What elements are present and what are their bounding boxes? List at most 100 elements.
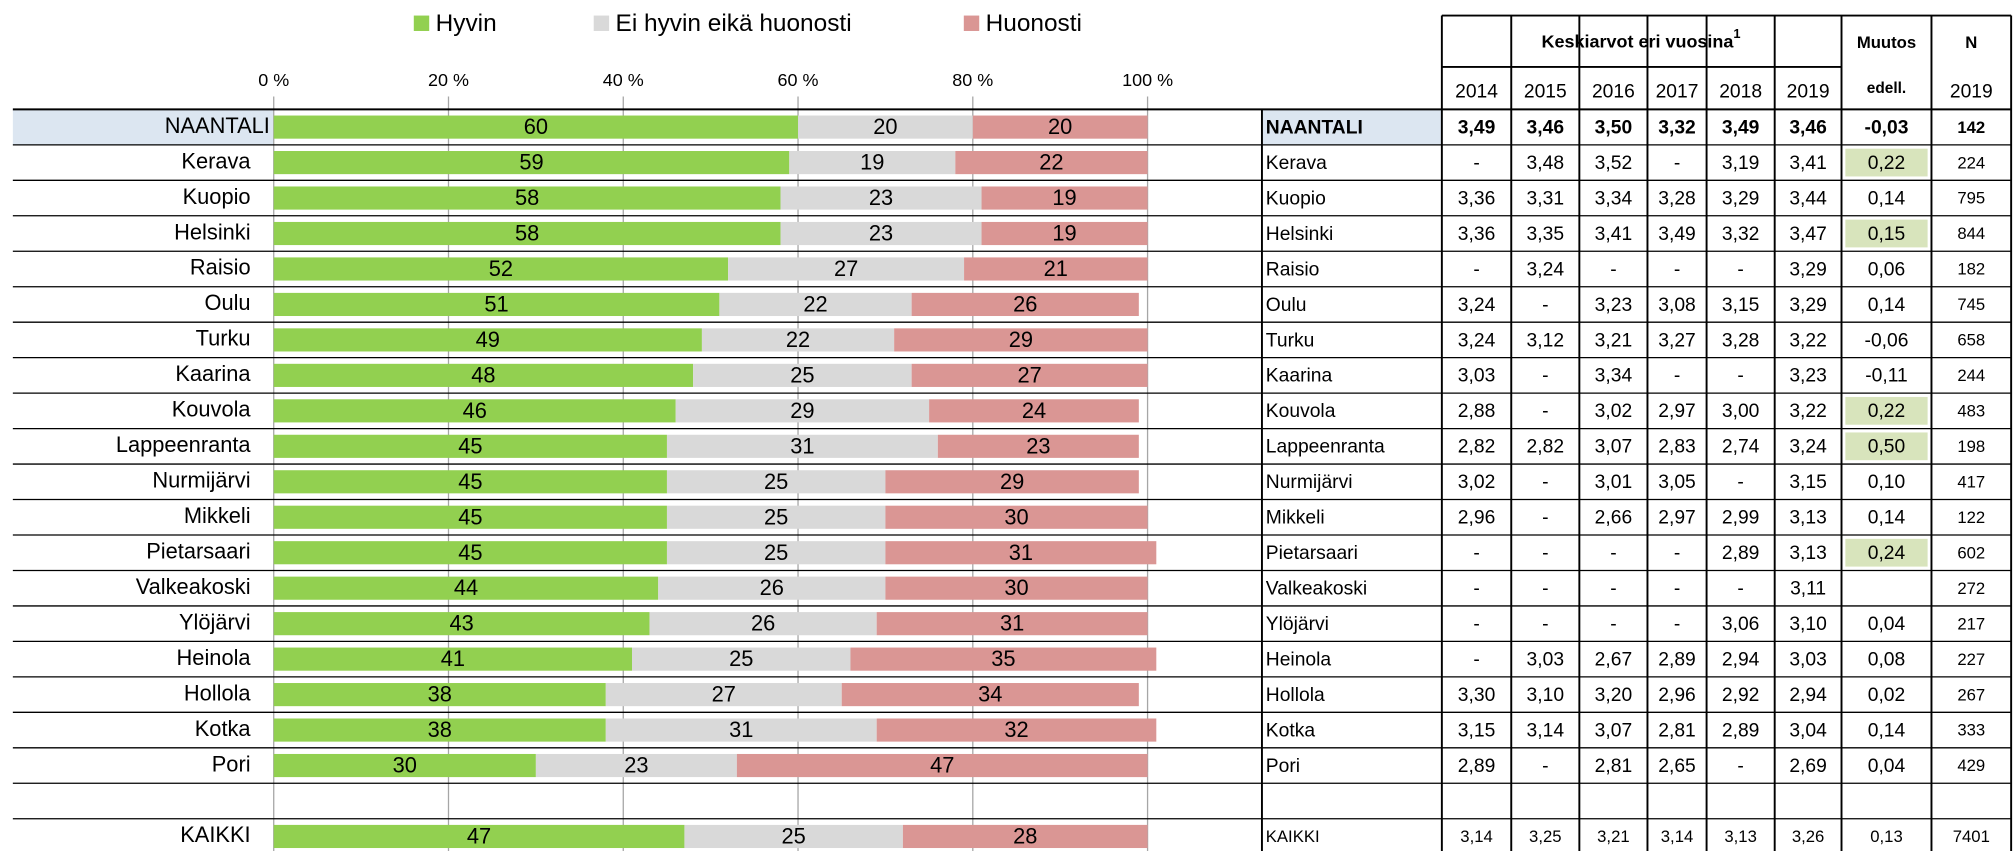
table-cell: 2,94: [1789, 685, 1827, 706]
data-label: 19: [860, 150, 884, 175]
bar-segment: [981, 221, 1148, 246]
data-label: 22: [803, 291, 827, 316]
n-cell: 333: [1957, 721, 1985, 740]
table-cell: 3,10: [1789, 614, 1827, 635]
table-cell: 3,24: [1458, 295, 1496, 316]
table-cell: 3,07: [1595, 720, 1633, 741]
row-name: Raisio: [1266, 259, 1320, 280]
data-label: 20: [1048, 114, 1072, 139]
change-cell: -0,06: [1865, 330, 1909, 351]
table-cell: -: [1610, 543, 1616, 564]
row-name: Hollola: [1266, 685, 1325, 706]
change-cell: 0,06: [1868, 259, 1906, 280]
table-cell: 3,27: [1658, 330, 1696, 351]
table-cell: 2,92: [1722, 685, 1760, 706]
bar-segment: [273, 363, 694, 387]
row-name: Ylöjärvi: [1266, 614, 1329, 635]
bar-segment: [798, 115, 973, 139]
data-label: 19: [1052, 185, 1076, 210]
data-label: 23: [1026, 433, 1050, 458]
table-cell: 2,67: [1595, 650, 1633, 671]
data-label: 32: [1004, 717, 1028, 742]
table-cell: 3,01: [1595, 472, 1633, 493]
table-cell: 2,94: [1722, 650, 1760, 671]
category-label: Kaarina: [175, 361, 251, 386]
data-label: 44: [454, 575, 478, 600]
bar-segment: [273, 115, 799, 139]
change-header: Muutos: [1857, 33, 1916, 52]
table-cell: -: [1674, 153, 1680, 174]
n-cell: 844: [1957, 224, 1985, 243]
change-cell: 0,14: [1868, 508, 1906, 529]
row-highlight: [12, 109, 274, 145]
data-label: 23: [869, 221, 893, 246]
table-cell: 3,12: [1527, 330, 1565, 351]
category-label: Raisio: [190, 255, 251, 280]
year-header: 2016: [1592, 82, 1635, 103]
table-cell: -: [1542, 543, 1548, 564]
data-label: 43: [449, 611, 473, 636]
table-header: Keskiarvot eri vuosina1: [1542, 26, 1741, 51]
table-cell: -: [1542, 614, 1548, 635]
bar-segment: [273, 399, 676, 423]
row-name: Oulu: [1266, 295, 1307, 316]
bar-segment: [885, 576, 1148, 600]
data-label: 29: [1009, 327, 1033, 352]
bar-segment: [902, 824, 1148, 849]
data-label: 30: [393, 753, 417, 778]
table-cell: 2,89: [1722, 720, 1760, 741]
bar-segment: [876, 612, 1148, 636]
table-cell: 2,65: [1658, 756, 1696, 777]
data-label: 22: [1039, 150, 1063, 175]
table-cell: 3,10: [1527, 685, 1565, 706]
table-cell: 3,41: [1595, 224, 1633, 245]
table-cell: 3,34: [1595, 366, 1633, 387]
x-tick-label: 60 %: [778, 70, 819, 90]
table-cell: 2,74: [1722, 437, 1760, 458]
table-cell: -: [1542, 756, 1548, 777]
bar-segment: [728, 257, 965, 281]
bar-segment: [632, 647, 851, 671]
x-tick-label: 20 %: [428, 70, 469, 90]
table-cell: 3,07: [1595, 437, 1633, 458]
table-cell: -: [1542, 295, 1548, 316]
bar-segment: [273, 505, 667, 529]
table-cell: -: [1542, 366, 1548, 387]
row-name: Kerava: [1266, 153, 1327, 174]
legend-swatch: [593, 15, 610, 31]
change-cell: 0,14: [1868, 188, 1906, 209]
row-name: Valkeakoski: [1266, 579, 1367, 600]
legend-label: Ei hyvin eikä huonosti: [616, 10, 852, 37]
table-cell: 3,13: [1724, 827, 1756, 846]
bar-segment: [273, 718, 606, 742]
table-cell: 3,29: [1789, 295, 1827, 316]
data-label: 28: [1013, 824, 1037, 849]
change-highlight: [1845, 396, 1928, 425]
table-cell: 3,48: [1527, 153, 1565, 174]
change-cell: 0,24: [1868, 543, 1906, 564]
n-cell: 429: [1957, 756, 1985, 775]
data-label: 26: [751, 611, 775, 636]
data-label: 46: [463, 398, 487, 423]
change-cell: 0,14: [1868, 295, 1906, 316]
data-label: 25: [764, 469, 788, 494]
bar-segment: [666, 505, 886, 529]
row-name: Kaarina: [1266, 366, 1333, 387]
data-label: 45: [458, 540, 482, 565]
change-cell: 0,22: [1868, 401, 1906, 422]
data-label: 30: [1004, 575, 1028, 600]
data-label: 31: [1009, 540, 1033, 565]
data-label: 38: [428, 717, 452, 742]
table-cell: 3,52: [1595, 153, 1633, 174]
table-cell: 3,32: [1722, 224, 1760, 245]
bar-segment: [955, 151, 1148, 175]
bar-segment: [780, 186, 982, 210]
bar-segment: [666, 470, 886, 494]
bar-segment: [841, 683, 1139, 707]
category-label: Ylöjärvi: [179, 609, 251, 634]
category-label: Kuopio: [183, 184, 251, 209]
n-header: N: [1965, 33, 1977, 52]
table-cell: -: [1542, 508, 1548, 529]
table-cell: 2,89: [1458, 756, 1496, 777]
table-cell: 3,14: [1527, 720, 1565, 741]
